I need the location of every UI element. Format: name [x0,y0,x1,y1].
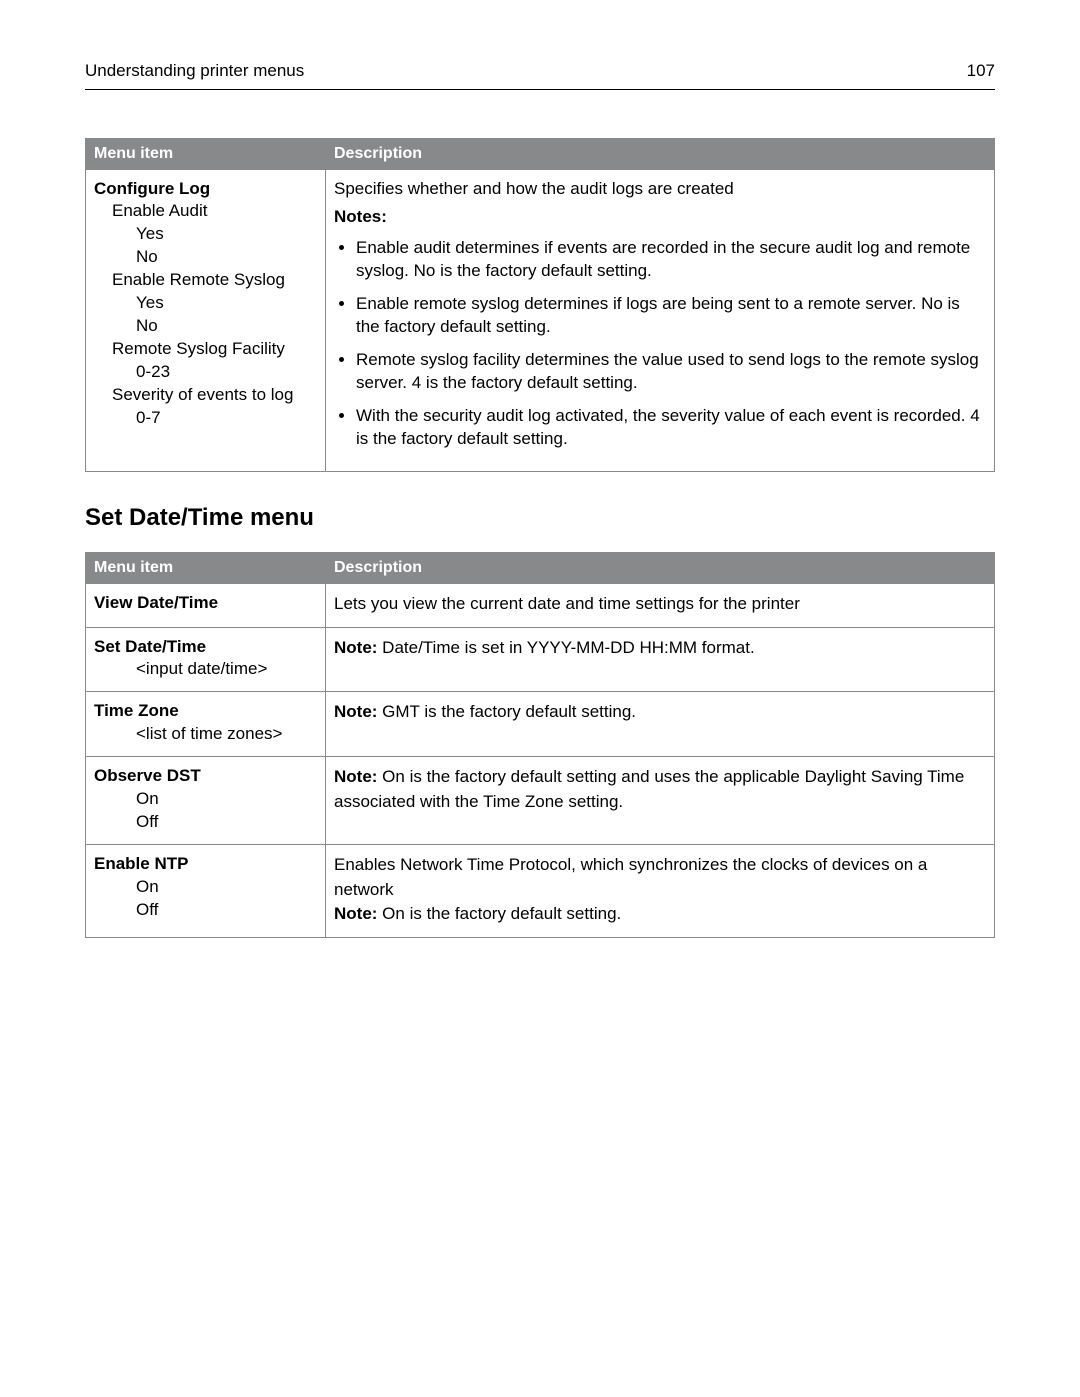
note-item: Remote syslog facility determines the va… [356,349,986,395]
configure-log-table: Menu item Description Configure Log Enab… [85,138,995,472]
menu-root: Enable NTP [94,853,317,876]
menu-item: Off [136,899,317,922]
menu-root: Observe DST [94,765,317,788]
description-cell: Specifies whether and how the audit logs… [326,169,995,471]
desc-note: Note: On is the factory default setting. [334,902,986,927]
desc-note: Note: Date/Time is set in YYYY-MM-DD HH:… [334,636,986,661]
desc-intro: Specifies whether and how the audit logs… [334,178,986,201]
table-row: View Date/Time Lets you view the current … [86,583,995,627]
note-prefix: Note: [334,904,377,923]
header-page-number: 107 [967,60,995,83]
note-item: Enable remote syslog determines if logs … [356,293,986,339]
menu-item: On [136,876,317,899]
menu-item: Severity of events to log [112,384,317,407]
menu-item: No [136,246,317,269]
table-row: Time Zone<list of time zones> Note: GMT i… [86,692,995,757]
table-row: Configure Log Enable AuditYesNoEnable Re… [86,169,995,471]
menu-item-cell: Time Zone<list of time zones> [86,692,326,757]
set-date-time-table: Menu item Description View Date/Time Lets… [85,552,995,938]
description-cell: Lets you view the current date and time … [326,583,995,627]
menu-item: Off [136,811,317,834]
desc-note: Note: On is the factory default setting … [334,765,986,814]
table2-col-desc: Description [326,553,995,584]
note-prefix: Note: [334,638,377,657]
table1-col-desc: Description [326,138,995,169]
menu-item: Yes [136,292,317,315]
note-text: On is the factory default setting. [377,904,621,923]
menu-root: Set Date/Time [94,636,317,659]
description-cell: Note: On is the factory default setting … [326,757,995,845]
menu-item-cell: Set Date/Time<input date/time> [86,627,326,692]
table1-col-menu: Menu item [86,138,326,169]
description-cell: Note: GMT is the factory default setting… [326,692,995,757]
table-row: Set Date/Time<input date/time> Note: Date… [86,627,995,692]
menu-item: No [136,315,317,338]
menu-root: Configure Log [94,178,317,201]
table2-col-menu: Menu item [86,553,326,584]
desc-text: Lets you view the current date and time … [334,592,986,617]
description-cell: Note: Date/Time is set in YYYY-MM-DD HH:… [326,627,995,692]
note-text: GMT is the factory default setting. [377,702,636,721]
menu-item: Enable Audit [112,200,317,223]
notes-label: Notes: [334,206,986,229]
menu-item-cell: Configure Log Enable AuditYesNoEnable Re… [86,169,326,471]
table-row: Enable NTPOnOffEnables Network Time Prot… [86,845,995,938]
menu-item: On [136,788,317,811]
menu-item: Enable Remote Syslog [112,269,317,292]
page-header: Understanding printer menus 107 [85,60,995,90]
menu-item: 0-23 [136,361,317,384]
table-row: Observe DSTOnOffNote: On is the factory … [86,757,995,845]
menu-item: Yes [136,223,317,246]
menu-root: View Date/Time [94,592,317,615]
note-prefix: Note: [334,767,377,786]
section-heading: Set Date/Time menu [85,502,995,534]
note-text: Date/Time is set in YYYY-MM-DD HH:MM for… [377,638,754,657]
page-container: Understanding printer menus 107 Menu ite… [0,0,1080,1397]
menu-item: <list of time zones> [136,723,317,746]
header-title: Understanding printer menus [85,60,304,83]
note-item: Enable audit determines if events are re… [356,237,986,283]
note-prefix: Note: [334,702,377,721]
note-item: With the security audit log activated, t… [356,405,986,451]
notes-list: Enable audit determines if events are re… [356,237,986,451]
menu-item-cell: Enable NTPOnOff [86,845,326,938]
note-text: On is the factory default setting and us… [334,767,964,811]
desc-note: Note: GMT is the factory default setting… [334,700,986,725]
menu-item: 0-7 [136,407,317,430]
menu-item-cell: View Date/Time [86,583,326,627]
menu-item-cell: Observe DSTOnOff [86,757,326,845]
description-cell: Enables Network Time Protocol, which syn… [326,845,995,938]
menu-item: Remote Syslog Facility [112,338,317,361]
menu-root: Time Zone [94,700,317,723]
desc-text: Enables Network Time Protocol, which syn… [334,853,986,902]
menu-item: <input date/time> [136,658,317,681]
